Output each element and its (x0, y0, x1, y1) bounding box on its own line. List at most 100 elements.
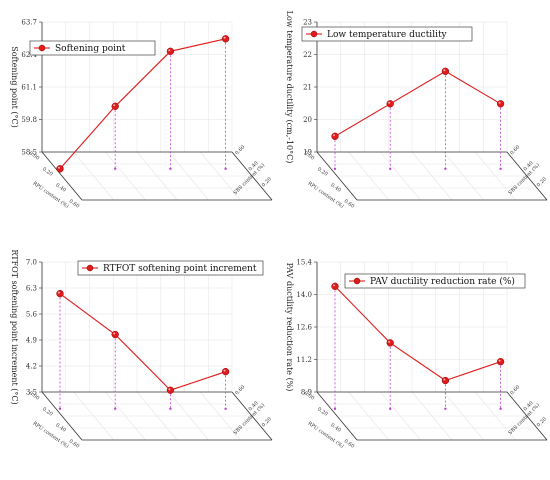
legend-box (29, 40, 156, 56)
depth-tick-label: 0.60 (68, 198, 81, 209)
y-tick-label: 15.4 (296, 259, 312, 267)
drop-line-foot (224, 407, 227, 410)
legend-box (77, 260, 264, 276)
data-point (331, 132, 339, 140)
y-tick-label: 4.2 (26, 363, 37, 371)
right-depth-tick-label: 0.20 (261, 416, 273, 428)
depth-tick-label: 0.40 (54, 422, 67, 433)
depth-axis-line (316, 391, 358, 441)
y-tick-label: 11.2 (296, 356, 312, 364)
grid-group (41, 261, 273, 441)
legend-label: Softening point (55, 44, 126, 54)
legend-marker (86, 264, 94, 272)
drop-line-foot (333, 167, 337, 170)
legend-label: Low temperature ductility (327, 30, 448, 40)
y-tick-label: 58.5 (21, 149, 37, 157)
x-axis-label: RPU content (%) (307, 180, 346, 210)
depth-tick-label: 0.00 (28, 390, 41, 401)
y-tick-label: 23 (303, 19, 312, 27)
data-point (221, 368, 230, 376)
data-point-highlight (498, 101, 501, 104)
depth-tick-label: 0.00 (28, 150, 41, 161)
drop-line-foot (444, 407, 447, 410)
y-tick-label: 19 (303, 149, 312, 157)
y-tick-label: 20 (303, 116, 312, 124)
depth-tick-label: 0.60 (68, 438, 81, 449)
drop-line-foot (169, 407, 172, 410)
depth-tick-label: 0.20 (41, 406, 54, 417)
y-tick-label: 14.0 (296, 291, 312, 299)
depth-tick-label: 0.40 (54, 182, 67, 193)
data-point-highlight (168, 388, 171, 391)
chart-rtfot-softening-point-increment: 3.5 4.2 4.9 5.6 6.3 7.0 RTFOT softening point … (10, 249, 275, 449)
y-tick-label: 12.6 (296, 324, 312, 332)
depth-tick-label: 0.40 (329, 182, 342, 193)
data-point-highlight (113, 104, 116, 107)
drop-line-foot (499, 167, 502, 170)
legend: RTFOT softening point increment (77, 260, 264, 276)
drop-line-foot (499, 407, 502, 410)
data-point-highlight (388, 101, 391, 104)
chart-panel-low-temperature-ductility: 19 20 21 22 23 Low temperature ductility (cm,… (275, 0, 550, 240)
data-point (56, 165, 64, 173)
right-depth-tick-label: 0.20 (536, 176, 548, 188)
depth-right-edge (231, 151, 273, 201)
data-point-highlight (113, 332, 116, 335)
depth-tick-label: 0.60 (343, 198, 356, 209)
data-point-highlight (58, 166, 60, 169)
depth-axis-line (316, 151, 358, 201)
y-tick-label: 21 (303, 84, 312, 92)
data-point (496, 358, 505, 366)
y-axis-label: PAV ductility reduction rate (%) (285, 263, 294, 392)
chart-low-temperature-ductility: 19 20 21 22 23 Low temperature ductility (cm,… (285, 11, 550, 210)
series-line (334, 70, 501, 137)
data-point (111, 330, 119, 339)
series-line (59, 293, 226, 391)
data-point-highlight (223, 369, 226, 372)
data-point (386, 339, 394, 347)
drop-line-foot (224, 167, 227, 170)
depth-right-edge (506, 391, 548, 441)
depth-tick-label: 0.40 (329, 422, 342, 433)
right-depth-tick-label: 0.60 (509, 144, 521, 156)
series-line (59, 38, 226, 170)
y-tick-label: 4.9 (26, 337, 37, 345)
y-tick-label: 6.3 (26, 285, 37, 293)
depth-axis-line (41, 391, 83, 441)
drop-line-foot (444, 167, 447, 170)
chart-panel-pav-reduction: 8.9 11.2 12.6 14.0 15.4 PAV ductility reducti… (275, 240, 550, 480)
legend-label: RTFOT softening point increment (103, 264, 257, 274)
drop-line-foot (114, 407, 117, 410)
data-point (496, 100, 505, 108)
legend-marker (310, 30, 318, 38)
grid-group (316, 21, 548, 201)
legend-box (301, 26, 473, 42)
y-tick-label: 5.6 (26, 311, 38, 319)
drop-line-foot (333, 407, 337, 410)
drop-line-foot (114, 167, 117, 170)
x-axis-label: RPU content (%) (32, 180, 71, 210)
data-point (331, 282, 339, 290)
y-axis-label: Softening point (°C) (10, 46, 19, 128)
data-point (56, 290, 64, 298)
depth-right-edge (231, 391, 273, 441)
right-depth-tick-label: 0.60 (234, 144, 246, 156)
depth-tick-label: 0.20 (316, 166, 329, 177)
data-point-highlight (388, 340, 391, 343)
y-tick-label: 59.8 (21, 116, 37, 124)
data-point (441, 376, 450, 385)
data-point-highlight (223, 36, 226, 39)
y-tick-label: 63.7 (21, 19, 37, 27)
data-point (386, 100, 394, 108)
depth-tick-label: 0.20 (41, 166, 54, 177)
drop-line-foot (58, 407, 62, 410)
chart-softening-point: 58.5 59.8 61.1 62.4 63.7 Softening point (°C)… (10, 19, 275, 210)
data-point (441, 67, 450, 75)
right-depth-tick-label: 0.60 (234, 384, 246, 396)
y-axis-label: RTFOT softening point increment (°C) (10, 249, 19, 404)
y-tick-label: 8.9 (301, 389, 312, 397)
drop-line-foot (389, 167, 392, 170)
data-point-highlight (58, 291, 60, 294)
drop-line-foot (389, 407, 392, 410)
